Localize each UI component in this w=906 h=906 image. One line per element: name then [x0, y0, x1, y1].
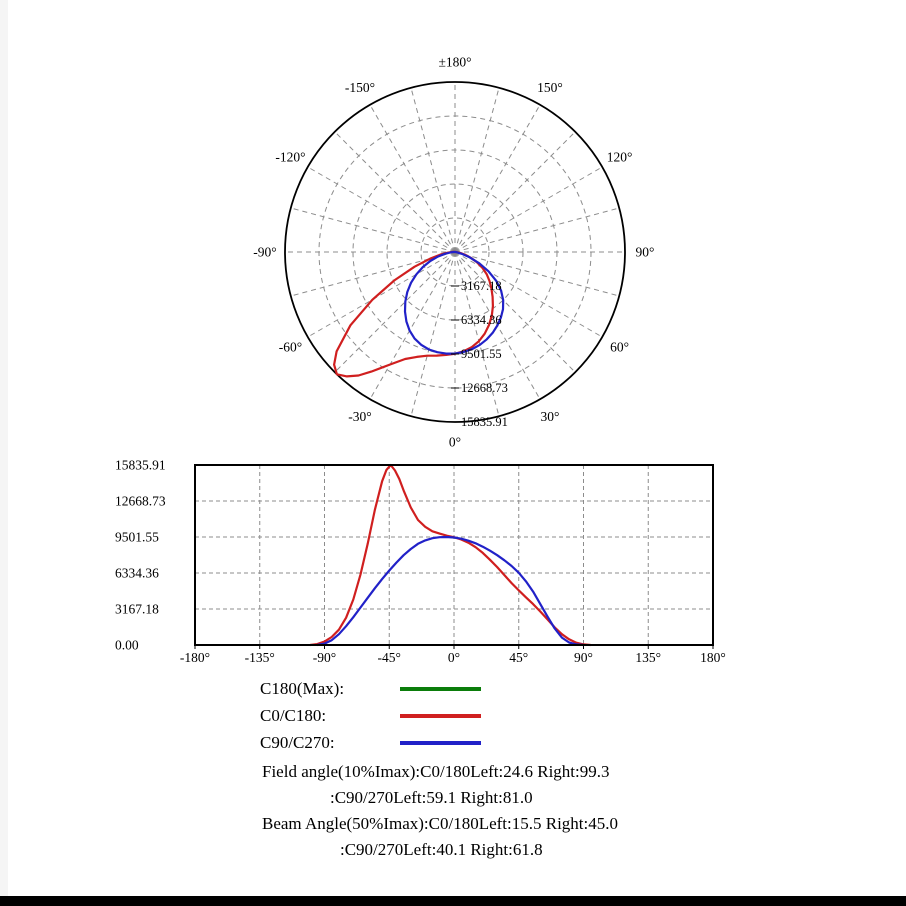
- beam-angle-line-2: :C90/270Left:40.1 Right:61.8: [340, 840, 543, 859]
- polar-grid-spoke: [307, 166, 456, 253]
- legend-item-c90-c270: C90/C270:: [260, 729, 481, 756]
- y-axis-label: 6334.36: [115, 566, 159, 581]
- polar-grid-spoke: [454, 166, 603, 253]
- y-axis-label: 15835.91: [115, 458, 166, 473]
- legend-line-green: [400, 686, 481, 691]
- polar-radial-tick-label: 12668.73: [461, 381, 508, 395]
- polar-grid-ring: [420, 217, 490, 287]
- polar-grid-spoke: [290, 207, 456, 253]
- polar-grid-spoke: [307, 251, 456, 338]
- polar-angle-label: -150°: [345, 80, 375, 95]
- polar-radial-tick-label: 3167.18: [461, 279, 502, 293]
- polar-radial-tick-label: 6334.36: [461, 313, 502, 327]
- polar-grid-spoke: [454, 251, 576, 373]
- legend: C180(Max): C0/C180: C90/C270:: [260, 675, 481, 756]
- polar-series-red: [333, 250, 494, 378]
- polar-grid-spoke: [369, 104, 456, 253]
- x-axis-label: 180°: [700, 650, 726, 665]
- polar-grid-spoke: [369, 251, 456, 400]
- polar-grid-spoke: [454, 251, 500, 417]
- field-angle-line-1: Field angle(10%Imax):C0/180Left:24.6 Rig…: [262, 762, 610, 781]
- legend-label-c90-c270: C90/C270:: [260, 732, 335, 752]
- cartesian-series-red: [309, 463, 591, 647]
- y-axis-label: 0.00: [115, 638, 139, 653]
- beam-field-angle-text: Field angle(10%Imax):C0/180Left:24.6 Rig…: [262, 759, 618, 863]
- polar-series-blue: [403, 250, 505, 355]
- x-axis-label: -135°: [245, 650, 275, 665]
- polar-angle-label: -90°: [253, 245, 276, 260]
- polar-angle-label: -60°: [279, 340, 302, 355]
- polar-angle-label: 0°: [449, 435, 461, 450]
- x-axis-label: -180°: [180, 650, 210, 665]
- x-axis-label: 135°: [635, 650, 661, 665]
- x-axis-label: -90°: [313, 650, 336, 665]
- polar-grid-spoke: [454, 251, 620, 297]
- legend-line-red: [400, 713, 481, 718]
- legend-item-c180-max: C180(Max):: [260, 675, 481, 702]
- legend-label-c0-c180: C0/C180:: [260, 705, 327, 725]
- polar-grid-spoke: [454, 131, 576, 253]
- field-angle-line-2: :C90/270Left:59.1 Right:81.0: [330, 788, 533, 807]
- bottom-bar: [0, 896, 906, 906]
- polar-angle-label: -30°: [348, 409, 371, 424]
- polar-angle-label: -120°: [275, 150, 305, 165]
- polar-angle-label: ±180°: [438, 55, 471, 70]
- polar-grid-spoke: [334, 251, 456, 373]
- window-left-edge: [0, 0, 8, 906]
- polar-grid-spoke: [454, 87, 500, 253]
- polar-angle-label: 120°: [607, 150, 633, 165]
- legend-line-blue: [400, 740, 481, 745]
- x-axis-label: -45°: [378, 650, 401, 665]
- y-axis-label: 12668.73: [115, 493, 166, 508]
- polar-grid-spoke: [334, 131, 456, 253]
- polar-grid-spoke: [410, 251, 456, 417]
- polar-angle-label: 90°: [636, 245, 655, 260]
- polar-grid-spoke: [454, 207, 620, 253]
- polar-radial-tick-label: 9501.55: [461, 347, 502, 361]
- x-axis-label: 90°: [574, 650, 593, 665]
- y-axis-label: 9501.55: [115, 529, 159, 544]
- cartesian-plot-border: [194, 464, 714, 646]
- polar-grid-spoke: [454, 104, 541, 253]
- legend-label-c180-max: C180(Max):: [260, 678, 345, 698]
- legend-item-c0-c180: C0/C180:: [260, 702, 481, 729]
- polar-angle-label: 150°: [537, 80, 563, 95]
- x-axis-label: 45°: [509, 650, 528, 665]
- y-axis-label: 3167.18: [115, 602, 159, 617]
- polar-angle-label: 30°: [541, 409, 560, 424]
- beam-angle-line-1: Beam Angle(50%Imax):C0/180Left:15.5 Righ…: [262, 814, 619, 833]
- cartesian-series-blue: [317, 535, 584, 647]
- polar-grid-spoke: [410, 87, 456, 253]
- polar-radial-tick-label: 15835.91: [461, 415, 508, 429]
- x-axis-label: 0°: [448, 650, 460, 665]
- polar-angle-label: 60°: [610, 340, 629, 355]
